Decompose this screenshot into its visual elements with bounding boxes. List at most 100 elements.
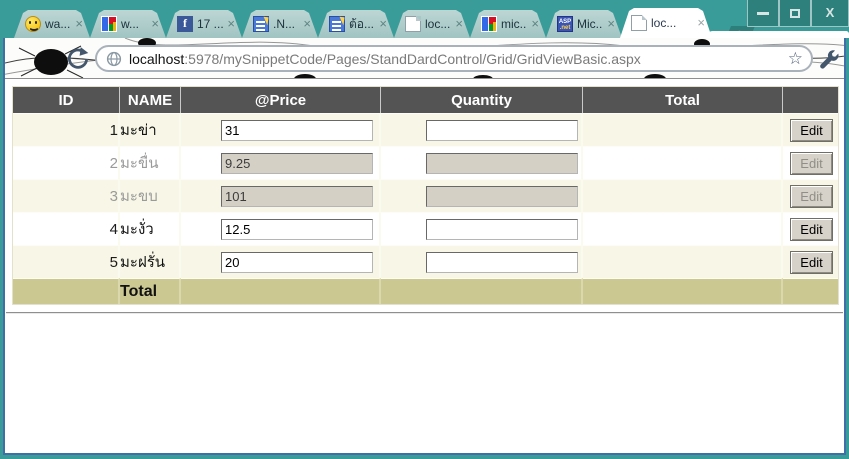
total-cell (583, 146, 783, 179)
table-row-4: 4 มะงั่ว Edit (13, 212, 838, 245)
edit-button[interactable]: Edit (790, 250, 833, 274)
price-input (221, 152, 373, 174)
tab-title: wa... (45, 17, 71, 31)
total-cell (583, 179, 783, 212)
table-row-5: 5 มะฝรั่น Edit (13, 245, 838, 278)
browser-content-frame: localhost:5978/mySnippetCode/Pages/Stand… (3, 38, 846, 455)
quantity-input[interactable] (426, 251, 578, 273)
name-cell: มะขบ (120, 179, 181, 212)
price-input[interactable] (221, 218, 373, 240)
page-icon (631, 15, 647, 31)
aspnet-icon: ASP .net (557, 16, 573, 32)
edit-button[interactable]: Edit (790, 217, 833, 241)
edit-button: Edit (790, 184, 833, 208)
dotnet-editor-icon (329, 16, 345, 32)
gridview-header-row: ID NAME @Price Quantity Total (13, 87, 838, 113)
reload-button[interactable] (65, 46, 91, 72)
tab-title: ต้อ... (349, 16, 375, 31)
tab-6[interactable]: loc... × (394, 10, 470, 38)
close-button[interactable]: X (811, 0, 849, 27)
total-cell (583, 212, 783, 245)
window-controls: X (747, 0, 849, 27)
address-bar[interactable]: localhost:5978/mySnippetCode/Pages/Stand… (95, 45, 813, 72)
tab-8[interactable]: ASP .net Mic... × (546, 10, 622, 38)
tab-close-icon[interactable]: × (151, 16, 159, 31)
browser-toolbar: localhost:5978/mySnippetCode/Pages/Stand… (5, 38, 844, 79)
footer-price-cell (181, 278, 381, 304)
web-page: ID NAME @Price Quantity Total 1 มะข่า Ed… (5, 80, 844, 453)
bookmark-star-icon[interactable]: ☆ (787, 49, 803, 68)
tab-4[interactable]: .N... × (242, 10, 318, 38)
doodle-theme-tab-artwork (706, 31, 849, 38)
table-row-1: 1 มะข่า Edit (13, 113, 838, 146)
tab-2[interactable]: w... × (90, 10, 166, 38)
id-cell: 3 (13, 179, 120, 212)
tab-close-icon[interactable]: × (697, 15, 705, 30)
header-price: @Price (181, 87, 381, 113)
gridview-footer-row: Total (13, 278, 838, 304)
total-cell (583, 245, 783, 278)
tab-3[interactable]: f 17 ... × (166, 10, 242, 38)
gridview-table: ID NAME @Price Quantity Total 1 มะข่า Ed… (12, 86, 839, 305)
google-icon (481, 16, 497, 32)
header-total: Total (583, 87, 783, 113)
page-icon (405, 16, 421, 32)
tab-close-icon[interactable]: × (607, 16, 615, 31)
id-cell: 1 (13, 113, 120, 146)
tab-close-icon[interactable]: × (531, 16, 539, 31)
smiley-icon (25, 16, 41, 32)
price-input (221, 185, 373, 207)
price-input[interactable] (221, 251, 373, 273)
edit-button: Edit (790, 151, 833, 175)
tab-close-icon[interactable]: × (227, 16, 235, 31)
tab-title: .N... (273, 17, 296, 31)
footer-total-cell (583, 278, 783, 304)
tab-close-icon[interactable]: × (455, 16, 463, 31)
id-cell: 5 (13, 245, 120, 278)
tab-title: Mic... (577, 17, 604, 31)
footer-quantity-cell (381, 278, 583, 304)
globe-icon (106, 51, 122, 66)
footer-total-label: Total (120, 278, 181, 304)
table-row-3: 3 มะขบ Edit (13, 179, 838, 212)
tab-close-icon[interactable]: × (75, 16, 83, 31)
header-id: ID (13, 87, 120, 113)
tab-close-icon[interactable]: × (379, 16, 387, 31)
name-cell: มะขื่น (120, 146, 181, 179)
footer-id-cell (13, 278, 120, 304)
name-cell: มะฝรั่น (120, 245, 181, 278)
tab-close-icon[interactable]: × (303, 16, 311, 31)
table-row-2: 2 มะขื่น Edit (13, 146, 838, 179)
tab-title: mic... (501, 17, 528, 31)
header-name: NAME (120, 87, 181, 113)
quantity-input[interactable] (426, 119, 578, 141)
quantity-input (426, 185, 578, 207)
name-cell: มะข่า (120, 113, 181, 146)
tab-title: 17 ... (197, 17, 224, 31)
edit-button[interactable]: Edit (790, 118, 833, 142)
quantity-input (426, 152, 578, 174)
tab-5[interactable]: ต้อ... × (318, 10, 394, 38)
tab-9-active[interactable]: loc... × (620, 8, 712, 38)
facebook-icon: f (177, 16, 193, 32)
tab-strip: wa... × w... × f 17 ... × .N... × ต้อ...… (0, 0, 849, 43)
minimize-button[interactable] (747, 0, 779, 27)
footer-actions-cell (783, 278, 838, 304)
horizontal-rule (6, 312, 843, 314)
quantity-input[interactable] (426, 218, 578, 240)
tab-title: loc... (425, 17, 451, 31)
id-cell: 2 (13, 146, 120, 179)
price-input[interactable] (221, 119, 373, 141)
google-icon (101, 16, 117, 32)
tab-7[interactable]: mic... × (470, 10, 546, 38)
minimize-icon (757, 12, 769, 16)
wrench-menu-button[interactable] (816, 47, 840, 71)
url-path: :5978/mySnippetCode/Pages/StandDardContr… (184, 50, 641, 67)
tab-1[interactable]: wa... × (14, 10, 90, 38)
url-text[interactable]: localhost:5978/mySnippetCode/Pages/Stand… (129, 51, 781, 67)
maximize-button[interactable] (779, 0, 811, 27)
tab-title: w... (121, 17, 140, 31)
id-cell: 4 (13, 212, 120, 245)
tab-title: loc... (651, 16, 677, 30)
